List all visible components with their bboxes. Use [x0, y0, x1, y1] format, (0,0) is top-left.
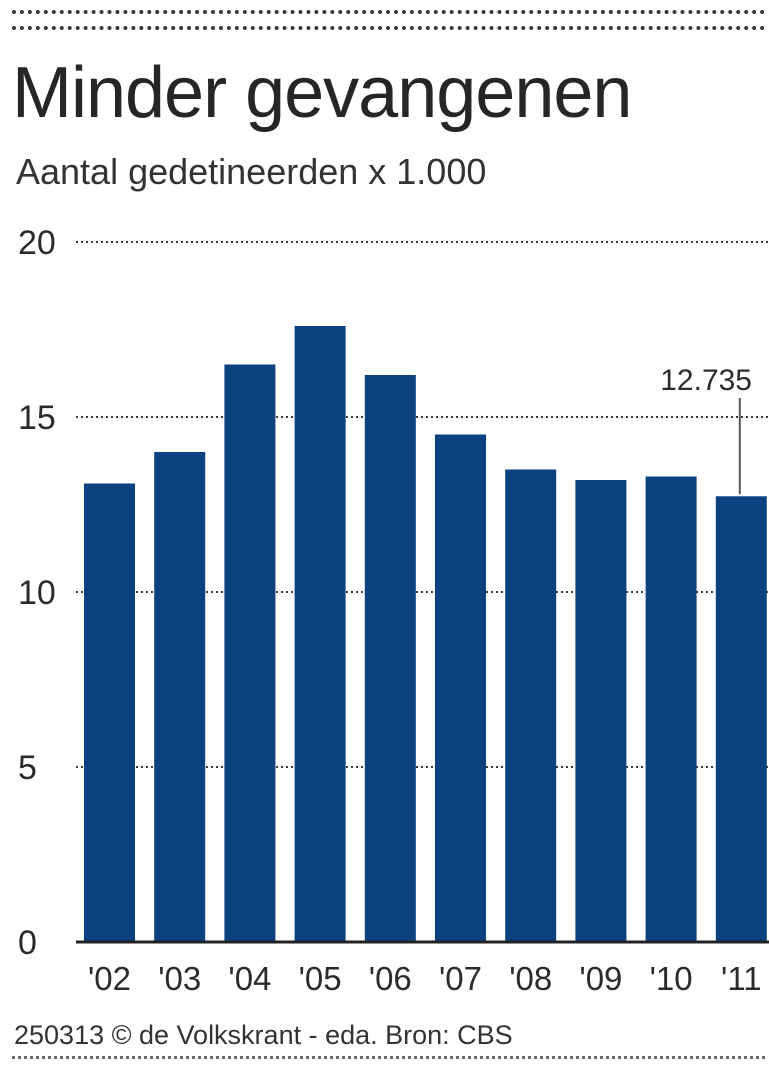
y-tick-label: 20: [18, 224, 56, 262]
x-tick-label: '03: [158, 960, 201, 997]
bar: [575, 480, 627, 942]
bar: [435, 434, 486, 942]
bar: [364, 375, 416, 942]
bottom-dotted-rule: [12, 1056, 765, 1059]
x-tick-label: '09: [579, 960, 622, 997]
x-tick-label: '06: [369, 960, 412, 997]
chart-subtitle: Aantal gedetineerden x 1.000: [16, 151, 487, 192]
top-dotted-rule: [12, 10, 765, 30]
x-tick-label: '08: [509, 960, 552, 997]
x-tick-label: '10: [650, 960, 693, 997]
bar: [294, 326, 346, 942]
y-tick-label: 0: [18, 924, 37, 962]
bar: [505, 469, 557, 942]
chart-title: Minder gevangenen: [12, 53, 632, 133]
data-label-annotation: 12.735: [660, 364, 752, 397]
x-tick-label: '07: [439, 960, 482, 997]
x-tick-label: '05: [299, 960, 342, 997]
x-tick-label: '11: [721, 960, 762, 997]
source-credit: 250313 © de Volkskrant - eda. Bron: CBS: [14, 1020, 513, 1050]
bar: [84, 483, 135, 942]
bar: [154, 452, 206, 942]
bar: [645, 476, 697, 942]
bar: [224, 364, 276, 942]
x-tick-label: '02: [88, 960, 131, 997]
y-tick-label: 5: [18, 749, 37, 787]
x-tick-label: '04: [228, 960, 271, 997]
y-tick-label: 15: [18, 399, 56, 437]
bar: [715, 496, 767, 942]
y-tick-label: 10: [18, 574, 56, 612]
